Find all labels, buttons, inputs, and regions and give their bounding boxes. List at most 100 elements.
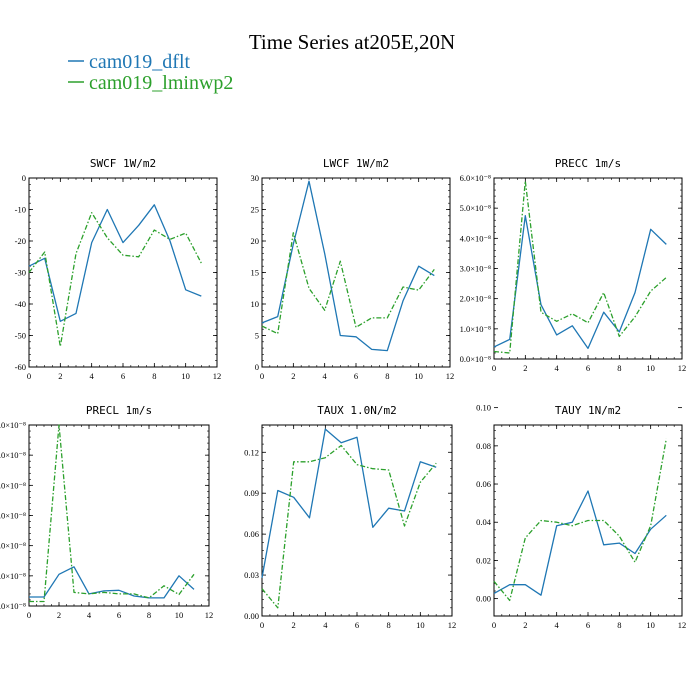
- x-tick-label: 0: [492, 363, 496, 373]
- x-tick-label: 8: [385, 371, 389, 381]
- y-tick-label: 0.06: [244, 529, 259, 539]
- series-line-cam019-dflt: [493, 215, 667, 350]
- y-tick-label: 6.0×10⁻⁸: [460, 173, 491, 183]
- series-line-cam019-dflt: [29, 566, 195, 599]
- x-tick-label: 0: [27, 610, 31, 620]
- y-tick-label: -10: [15, 205, 26, 215]
- y-tick-label: 0.04: [476, 517, 492, 527]
- x-tick-label: 6: [354, 371, 358, 381]
- x-tick-label: 4: [90, 371, 95, 381]
- x-tick-label: 0: [260, 620, 264, 630]
- x-tick-label: 8: [147, 610, 151, 620]
- series-line-cam019-lminwp2: [28, 212, 202, 348]
- x-tick-label: 4: [555, 620, 560, 630]
- series-line-cam019-lminwp2: [261, 232, 435, 335]
- x-tick-label: 10: [646, 363, 655, 373]
- x-tick-label: 12: [448, 620, 457, 630]
- panel-taux: TAUX 1.0N/m2 0 2 4 6 8 10 12 0.00 0.03 0.06 0.09 0.1…: [244, 404, 456, 630]
- y-tick-label: 3.0×10⁻⁸: [460, 264, 491, 274]
- x-tick-label: 10: [175, 610, 184, 620]
- y-tick-label: 15: [251, 268, 260, 278]
- panel-title-precl: PRECL 1m/s: [86, 404, 152, 417]
- y-tick-label: 0.00: [244, 611, 259, 621]
- y-tick-label: -60: [15, 362, 26, 372]
- x-tick-label: 12: [678, 363, 687, 373]
- y-tick-label: 20: [251, 236, 260, 246]
- x-tick-label: 2: [57, 610, 61, 620]
- x-tick-label: 2: [291, 371, 295, 381]
- y-tick-label: 0: [22, 173, 26, 183]
- y-tick-label: 0.00: [476, 594, 491, 604]
- x-tick-label: 6: [586, 363, 590, 373]
- plot-frame-precc: [493, 177, 683, 360]
- legend-label-cam019-dflt: cam019_dflt: [89, 51, 191, 73]
- panels: SWCF 1W/m20 2 4 6 8 10 12-60-50-40-30-20-100LW…: [0, 157, 686, 630]
- panel-title-taux: TAUX 1.0N/m2: [317, 404, 396, 417]
- y-tick-label: 4.0×10⁻⁸: [0, 480, 26, 490]
- plot-frame-taux: [261, 424, 453, 617]
- x-tick-label: 12: [678, 620, 687, 630]
- panel-lwcf: LWCF 1W/m2 0 2 4 6 8 10 12 0 5 10 15 20 25 30: [251, 157, 455, 381]
- y-tick-label: 0.02: [476, 555, 491, 565]
- y-tick-label: 2.0×10⁻⁸: [0, 541, 26, 551]
- y-tick-label: 3.0×10⁻⁸: [0, 511, 26, 521]
- x-tick-label: 8: [387, 620, 391, 630]
- x-tick-label: 0: [27, 371, 31, 381]
- y-tick-label: 5: [255, 331, 259, 341]
- x-tick-label: 10: [181, 371, 190, 381]
- panel-tauy: TAUY 1N/m2 0 2 4 6 8 10 12 0.00 0.02 0.04 0.06 0.08 0…: [476, 403, 686, 630]
- series-line-cam019-lminwp2: [493, 180, 667, 354]
- x-tick-label: 10: [414, 371, 423, 381]
- series-line-cam019-dflt: [493, 490, 667, 596]
- x-tick-label: 12: [213, 371, 222, 381]
- x-tick-label: 6: [121, 371, 125, 381]
- x-tick-label: 2: [523, 620, 527, 630]
- x-tick-label: 4: [555, 363, 560, 373]
- x-tick-label: 4: [87, 610, 92, 620]
- x-tick-label: 6: [117, 610, 121, 620]
- y-tick-label: 2.0×10⁻⁸: [460, 294, 491, 304]
- x-tick-label: 6: [586, 620, 590, 630]
- panel-title-lwcf: LWCF 1W/m2: [323, 157, 389, 170]
- x-tick-label: 4: [323, 371, 328, 381]
- panel-title-swcf: SWCF 1W/m2: [90, 157, 156, 170]
- y-tick-label: 0.08: [476, 441, 491, 451]
- y-tick-label: 5.0×10⁻⁸: [0, 450, 26, 460]
- y-tick-label: 0: [255, 362, 259, 372]
- y-tick-label: 10: [251, 299, 260, 309]
- panel-swcf: SWCF 1W/m2 0 2 4 6 8 10 12 -60 -50 -40 -30 -20 -10 0: [15, 157, 222, 381]
- y-tick-label: 1.0×10⁻⁸: [0, 571, 26, 581]
- x-tick-label: 0: [492, 620, 496, 630]
- y-tick-label: 30: [251, 173, 260, 183]
- x-tick-label: 8: [617, 363, 621, 373]
- x-tick-label: 0: [260, 371, 264, 381]
- x-tick-label: 6: [355, 620, 359, 630]
- y-tick-label: 0.0×10⁻⁸: [0, 601, 26, 611]
- y-tick-label: 25: [251, 205, 260, 215]
- y-tick-label: -50: [15, 331, 26, 341]
- x-tick-label: 10: [416, 620, 425, 630]
- plot-frame-lwcf: [261, 177, 451, 368]
- series-line-cam019-lminwp2: [29, 424, 195, 603]
- panel-title-tauy: TAUY 1N/m2: [555, 404, 621, 417]
- x-tick-label: 2: [523, 363, 527, 373]
- y-tick-label: 6.0×10⁻⁸: [0, 420, 26, 430]
- x-tick-label: 4: [323, 620, 328, 630]
- series-line-cam019-dflt: [261, 180, 435, 352]
- series-line-cam019-lminwp2: [261, 444, 437, 609]
- y-tick-label: 0.12: [244, 447, 259, 457]
- legend: cam019_dflt cam019_lminwp2: [68, 51, 233, 94]
- y-tick-label: 4.0×10⁻⁸: [460, 233, 491, 243]
- y-tick-label: 0.03: [244, 570, 259, 580]
- y-tick-label: 0.10: [476, 403, 491, 413]
- y-tick-label: -40: [15, 299, 26, 309]
- y-tick-label: 0.09: [244, 488, 259, 498]
- series-line-cam019-dflt: [261, 428, 437, 578]
- x-tick-label: 2: [58, 371, 62, 381]
- panel-precl: PRECL 1m/s 0 2 4 6 8 10 12 0.0×10⁻⁸ 1.0×10⁻⁸ 2.0×1…: [0, 404, 213, 620]
- y-tick-label: 0.0×10⁻⁸: [460, 354, 491, 364]
- x-tick-label: 10: [646, 620, 655, 630]
- series-line-cam019-dflt: [28, 204, 202, 322]
- panel-precc: PRECC 1m/s 0 2 4 6 8 10 12 0.0×10⁻⁸ 1.0×10⁻⁸ 2.0×1…: [460, 157, 687, 373]
